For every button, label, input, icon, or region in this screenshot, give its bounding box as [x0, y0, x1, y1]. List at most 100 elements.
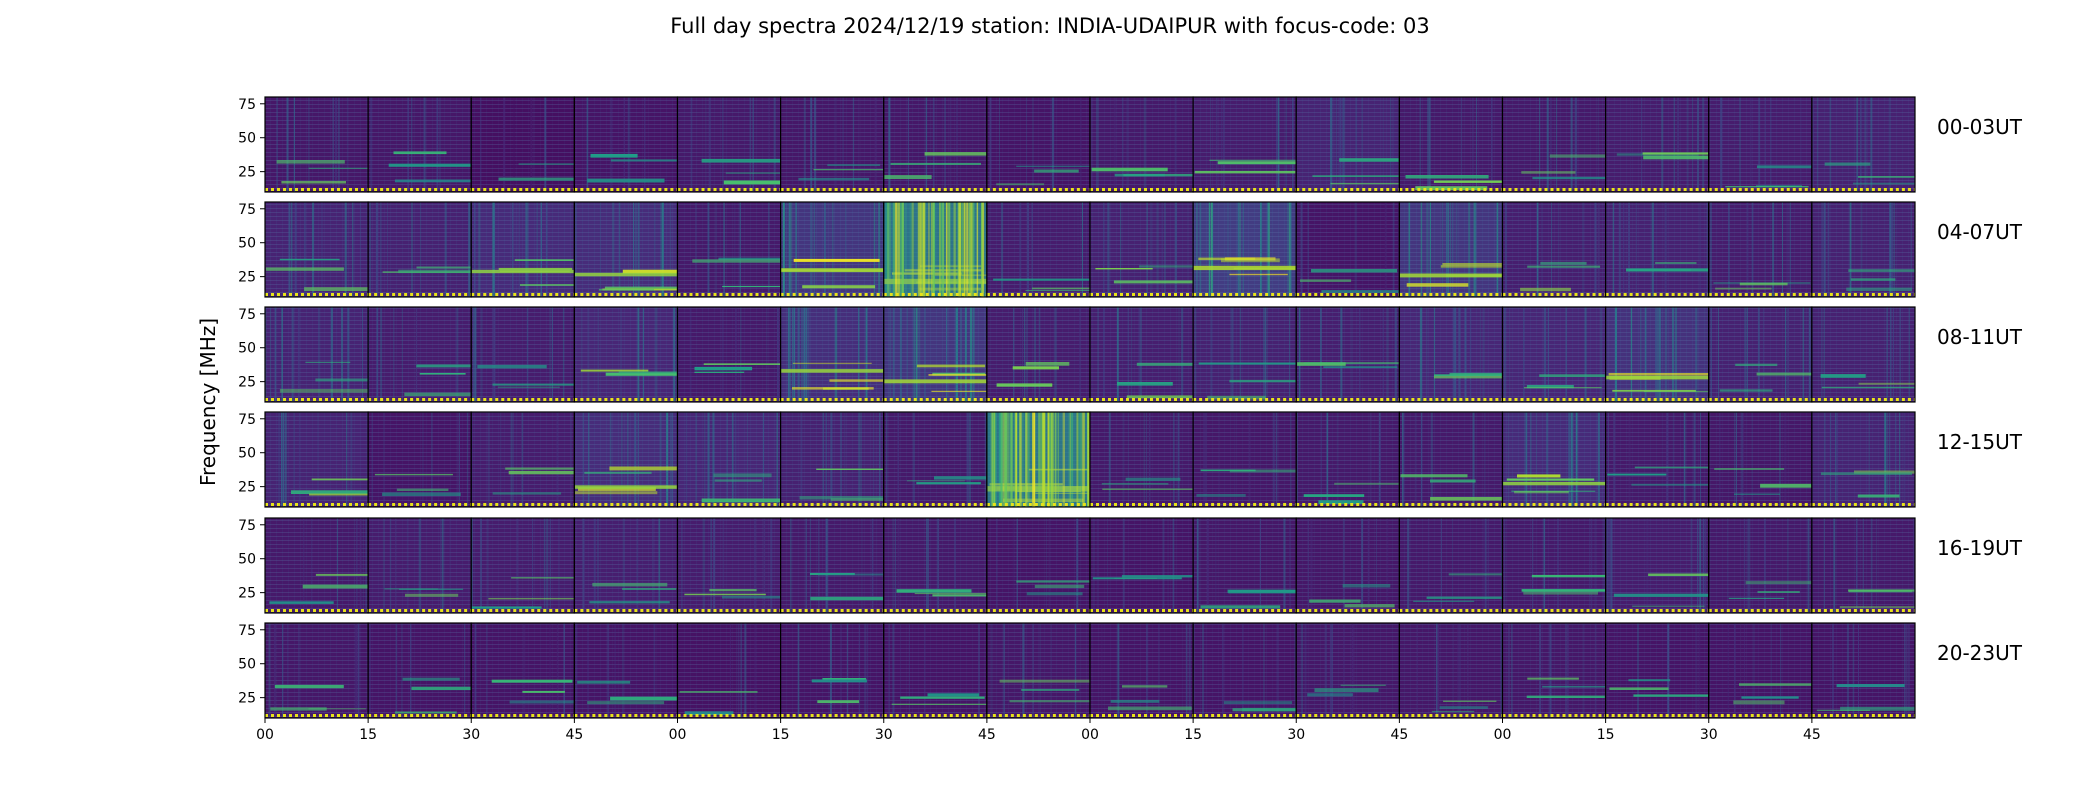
spectrum-panel	[1501, 306, 1607, 403]
spectrum-panel	[1501, 411, 1607, 508]
spectrum-panel	[986, 411, 1091, 508]
spectrum-panel	[1295, 306, 1400, 403]
spectrum-panel	[1501, 201, 1607, 298]
spectra-row: 25 50 75 08-11UT	[238, 306, 2023, 403]
spectrum-panel	[1708, 201, 1813, 298]
x-axis: 00 15 30 45 00 15 30 45 00 15 30 45 00 15 30 45	[256, 718, 1821, 743]
y-tick-label: 25	[238, 586, 256, 602]
spectra-row: 25 50 75 00-03UT	[238, 96, 2023, 193]
spectrum-panel	[1398, 201, 1504, 298]
x-tick-label: 45	[1390, 727, 1408, 743]
spectrum-panel	[573, 622, 679, 719]
spectrum-panel	[1708, 306, 1813, 403]
x-tick-label: 00	[669, 727, 687, 743]
spectrum-panel	[1605, 517, 1710, 614]
spectra-row: 25 50 75 16-19UT	[238, 517, 2023, 614]
spectrum-panel	[367, 411, 472, 508]
spectrum-panel	[1811, 517, 1916, 614]
x-tick-label: 15	[1597, 727, 1615, 743]
spectrum-panel	[470, 306, 575, 403]
x-tick-label: 30	[1700, 727, 1718, 743]
spectrum-panel	[264, 306, 369, 403]
y-tick-label: 25	[238, 165, 256, 181]
spectrum-panel	[1708, 622, 1813, 719]
y-tick-label: 50	[238, 657, 256, 673]
spectrum-panel	[264, 517, 369, 614]
y-tick-label: 25	[238, 375, 256, 391]
spectrum-panel	[1605, 96, 1710, 193]
spectrum-panel	[573, 306, 679, 403]
spectrum-panel	[1605, 201, 1710, 298]
spectrum-panel	[780, 306, 885, 403]
spectrum-panel	[676, 411, 782, 508]
row-time-label: 04-07UT	[1937, 220, 2023, 244]
spectrum-panel	[470, 517, 575, 614]
spectrum-panel	[780, 517, 885, 614]
x-tick-label: 45	[565, 727, 583, 743]
spectrum-panel	[573, 96, 679, 193]
spectrum-panel	[676, 517, 782, 614]
spectrum-panel	[1501, 96, 1607, 193]
y-tick-label: 75	[238, 623, 256, 639]
spectrum-panel	[264, 96, 369, 193]
y-tick-label: 75	[238, 202, 256, 218]
spectrum-panel	[573, 201, 679, 298]
spectrum-panel	[1089, 96, 1194, 193]
x-tick-label: 15	[772, 727, 790, 743]
spectrum-panel	[1295, 201, 1400, 298]
spectrum-panel	[470, 96, 575, 193]
spectrum-panel	[676, 96, 782, 193]
spectrum-panel	[1089, 306, 1194, 403]
spectrum-panel	[883, 201, 988, 298]
spectrum-panel	[676, 201, 782, 298]
spectrum-panel	[1089, 517, 1194, 614]
y-tick-label: 50	[238, 236, 256, 252]
spectrum-panel	[1192, 517, 1297, 614]
spectrum-panel	[1089, 201, 1194, 298]
spectra-row: 25 50 75 12-15UT	[238, 411, 2023, 508]
spectrum-panel	[883, 622, 988, 719]
x-tick-label: 45	[1803, 727, 1821, 743]
spectrum-panel	[1192, 306, 1297, 403]
x-tick-label: 15	[1184, 727, 1202, 743]
row-time-label: 08-11UT	[1937, 325, 2023, 349]
spectrum-panel	[1192, 201, 1297, 298]
spectrum-panel	[1811, 201, 1916, 298]
spectrum-panel	[264, 622, 369, 719]
spectrum-panel	[1192, 96, 1297, 193]
spectrum-panel	[1811, 411, 1916, 508]
spectrum-panel	[1398, 96, 1504, 193]
x-tick-label: 00	[1081, 727, 1099, 743]
spectrum-panel	[780, 96, 885, 193]
y-tick-label: 25	[238, 480, 256, 496]
row-time-label: 16-19UT	[1937, 536, 2023, 560]
y-tick-label: 25	[238, 270, 256, 286]
y-tick-label: 75	[238, 518, 256, 534]
spectrum-panel	[676, 622, 782, 719]
spectrum-panel	[367, 96, 472, 193]
y-tick-label: 50	[238, 131, 256, 147]
y-tick-label: 25	[238, 691, 256, 707]
spectrum-panel	[883, 96, 988, 193]
y-axis-label: Frequency [MHz]	[196, 318, 220, 486]
row-time-label: 00-03UT	[1937, 115, 2023, 139]
y-tick-label: 50	[238, 552, 256, 568]
spectrum-panel	[1192, 622, 1297, 719]
y-tick-label: 75	[238, 307, 256, 323]
spectra-rows: 25 50 75 00-03UT 25 50 75 04-07UT 25 50 75 08-11UT 2…	[238, 96, 2023, 719]
x-tick-label: 00	[1494, 727, 1512, 743]
spectrum-panel	[1501, 517, 1607, 614]
spectrum-panel	[367, 201, 472, 298]
spectra-row: 25 50 75 20-23UT	[238, 622, 2023, 719]
spectrum-panel	[367, 622, 472, 719]
spectrum-panel	[1295, 411, 1400, 508]
spectrum-panel	[1398, 411, 1504, 508]
spectrum-panel	[1605, 622, 1710, 719]
spectrum-panel	[367, 306, 472, 403]
spectrum-panel	[780, 411, 885, 508]
row-time-label: 12-15UT	[1937, 430, 2023, 454]
y-tick-label: 75	[238, 97, 256, 113]
spectrum-panel	[264, 411, 369, 508]
spectrum-panel	[883, 411, 988, 508]
